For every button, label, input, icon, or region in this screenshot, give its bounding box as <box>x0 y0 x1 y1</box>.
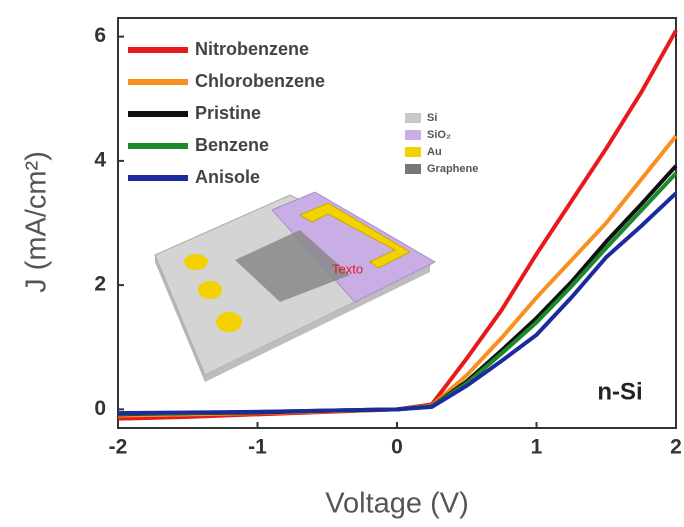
x-tick-label: 2 <box>670 436 682 459</box>
y-tick-label: 0 <box>94 397 106 420</box>
y-axis-label: J (mA/cm²) <box>21 151 53 293</box>
inset-text: Texto <box>332 261 363 276</box>
inset-label: Si <box>427 112 437 124</box>
x-tick-label: -2 <box>109 436 128 459</box>
legend-label: Chlorobenzene <box>195 71 325 91</box>
legend-label: Pristine <box>195 103 261 123</box>
inset-swatch <box>405 130 421 140</box>
y-tick-label: 4 <box>94 148 106 171</box>
x-axis-label: Voltage (V) <box>325 488 468 520</box>
inset-swatch <box>405 113 421 123</box>
chart: Voltage (V) J (mA/cm²) -2 -1 0 1 2 0 2 4 6 Nitrob… <box>0 0 684 527</box>
inset-label: SiO₂ <box>427 129 451 141</box>
inset-label: Au <box>427 146 442 158</box>
inset-swatch <box>405 164 421 174</box>
x-tick-label: -1 <box>248 436 267 459</box>
legend-label: Benzene <box>195 135 269 155</box>
device-schematic <box>155 192 435 382</box>
y-tick-label: 2 <box>94 273 106 296</box>
inset-label: Graphene <box>427 163 478 175</box>
legend-label: Anisole <box>195 167 260 187</box>
inset-swatch <box>405 147 421 157</box>
x-tick-label: 1 <box>531 436 543 459</box>
y-tick-label: 6 <box>94 24 106 47</box>
x-tick-label: 0 <box>391 436 403 459</box>
legend-label: Nitrobenzene <box>195 39 309 59</box>
annotation: n-Si <box>597 378 642 405</box>
